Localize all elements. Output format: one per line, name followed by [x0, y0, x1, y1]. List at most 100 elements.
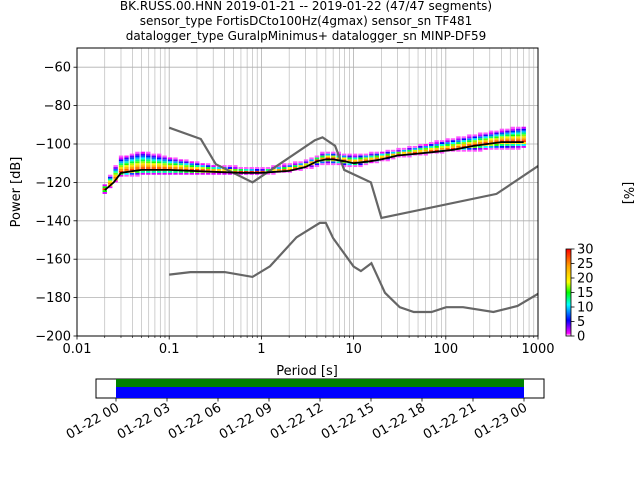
- density-cell: [341, 153, 347, 156]
- density-cell: [184, 172, 189, 175]
- density-cell: [385, 153, 390, 156]
- density-cell: [434, 147, 439, 150]
- density-cell: [516, 130, 521, 133]
- density-cell: [146, 167, 151, 169]
- title-line-3: datalogger_type GuralpMinimus+ datalogge…: [126, 29, 487, 43]
- density-cell: [363, 159, 369, 162]
- chart-title: BK.RUSS.00.HNN 2019-01-21 -- 2019-01-22 …: [120, 0, 492, 43]
- density-cell: [167, 165, 173, 168]
- density-cell: [140, 165, 146, 168]
- y-tick-label: −100: [35, 138, 71, 153]
- density-cell: [385, 149, 390, 152]
- density-cell: [347, 163, 352, 166]
- density-cell: [341, 165, 347, 168]
- density-cell: [151, 157, 156, 160]
- timeline-tick-label: 01-22 12: [268, 400, 326, 442]
- density-cell: [314, 159, 320, 162]
- density-cell: [118, 163, 124, 166]
- density-cell: [483, 136, 488, 139]
- density-cell: [107, 182, 113, 185]
- coverage-bar-green: [116, 379, 524, 387]
- density-cell: [151, 172, 156, 175]
- density-cell: [467, 147, 472, 150]
- density-cell: [129, 167, 135, 169]
- density-cell: [331, 163, 336, 166]
- density-cell: [369, 157, 374, 160]
- density-cell: [505, 130, 510, 133]
- density-cell: [140, 159, 146, 162]
- x-axis: 0.01 0.1 1 10 100 1000: [63, 336, 555, 357]
- density-cell: [325, 153, 331, 156]
- density-cell: [499, 140, 505, 143]
- y-tick-label: −180: [35, 291, 71, 306]
- density-cell: [135, 155, 140, 158]
- density-cell: [412, 147, 418, 150]
- density-cell: [521, 128, 526, 131]
- density-cell: [396, 147, 401, 150]
- density-cell: [521, 126, 526, 129]
- density-cell: [222, 168, 227, 171]
- density-cell: [461, 144, 467, 146]
- density-cell: [499, 145, 505, 148]
- psd-plot: 0.01 0.1 1 10 100 1000 −200 −180 −160 −140 −120 −1…: [9, 47, 555, 379]
- density-cell: [118, 170, 124, 173]
- density-cell: [521, 136, 526, 139]
- density-cell: [407, 145, 412, 148]
- density-cell: [195, 165, 200, 168]
- colorbar-tick-label: 15: [577, 286, 594, 301]
- density-cell: [423, 149, 428, 152]
- density-cell: [113, 165, 118, 168]
- density-cell: [113, 180, 118, 183]
- density-cell: [467, 138, 472, 141]
- density-cell: [434, 151, 439, 154]
- density-cell: [222, 165, 227, 168]
- density-cell: [173, 161, 178, 164]
- density-cell: [450, 144, 456, 146]
- density-cell: [341, 161, 347, 164]
- density-cell: [113, 172, 118, 175]
- density-cell: [331, 151, 336, 154]
- density-cell: [477, 138, 483, 141]
- density-cell: [385, 151, 390, 154]
- density-cell: [102, 192, 107, 194]
- density-cell: [358, 157, 363, 160]
- density-cell: [472, 138, 477, 141]
- density-cell: [184, 167, 189, 169]
- density-cell: [418, 144, 423, 146]
- density-cell: [216, 172, 222, 175]
- density-cell: [146, 172, 151, 175]
- density-cell: [445, 142, 450, 144]
- density-cell: [374, 157, 380, 160]
- density-cell: [521, 138, 526, 141]
- density-cell: [124, 163, 129, 166]
- density-cell: [244, 167, 249, 169]
- density-cell: [156, 167, 162, 169]
- density-cell: [505, 145, 510, 148]
- density-cell: [129, 165, 135, 168]
- density-cell: [423, 144, 428, 146]
- density-cell: [173, 163, 178, 166]
- density-cell: [374, 151, 380, 154]
- density-cell: [314, 157, 320, 160]
- density-cell: [331, 153, 336, 156]
- density-cell: [113, 170, 118, 173]
- density-cell: [521, 134, 526, 137]
- density-cell: [505, 147, 510, 150]
- density-cell: [423, 147, 428, 150]
- density-cell: [510, 144, 516, 146]
- density-cell: [445, 147, 450, 150]
- density-cell: [461, 140, 467, 143]
- density-cell: [124, 159, 129, 162]
- density-cell: [358, 155, 363, 158]
- density-cell: [102, 190, 107, 192]
- density-cell: [347, 155, 352, 158]
- density-cell: [450, 138, 456, 141]
- density-cell: [173, 159, 178, 162]
- density-cell: [347, 159, 352, 162]
- density-cell: [309, 159, 314, 162]
- density-cell: [472, 136, 477, 139]
- density-cell: [412, 151, 418, 154]
- density-cell: [309, 157, 314, 160]
- density-cell: [260, 172, 265, 175]
- density-cell: [195, 167, 200, 169]
